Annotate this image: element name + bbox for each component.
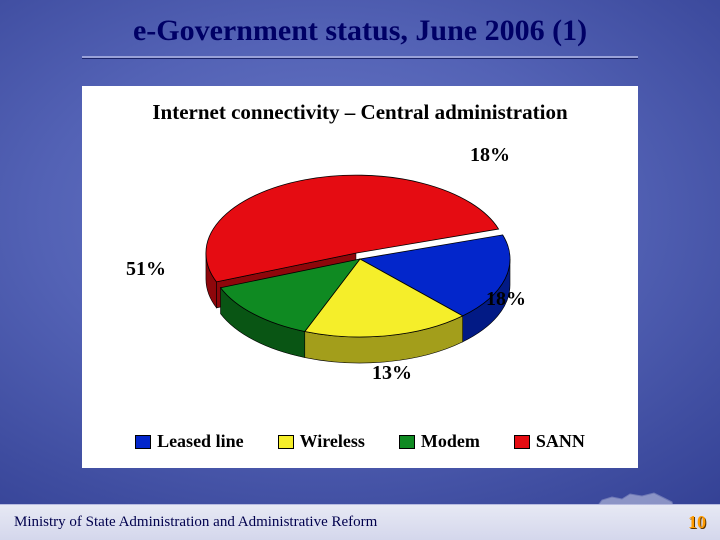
footer-text: Ministry of State Administration and Adm… [14,514,377,531]
legend-swatch [135,435,151,449]
page-number: 10 [688,512,706,533]
legend-swatch [514,435,530,449]
slice-label-sann: 51% [126,258,166,281]
legend-item-wireless: Wireless [278,431,365,452]
chart-panel: Internet connectivity – Central administ… [82,86,638,468]
chart-subtitle: Internet connectivity – Central administ… [82,100,638,125]
legend-swatch [278,435,294,449]
legend-item-modem: Modem [399,431,480,452]
legend-label: Leased line [157,431,244,452]
slice-label-modem: 13% [372,362,412,385]
slide-title: e-Government status, June 2006 (1) [0,14,720,48]
pie-area: 18% 18% 13% 51% [82,130,638,418]
slice-label-wireless: 18% [486,288,526,311]
legend-item-sann: SANN [514,431,585,452]
legend-label: Modem [421,431,480,452]
title-underline [82,56,638,59]
chart-legend: Leased line Wireless Modem SANN [82,431,638,452]
pie-chart [140,139,580,409]
legend-label: Wireless [300,431,365,452]
legend-item-leased-line: Leased line [135,431,244,452]
legend-label: SANN [536,431,585,452]
slide: e-Government status, June 2006 (1) Inter… [0,0,720,540]
slide-footer: Ministry of State Administration and Adm… [0,504,720,540]
slice-label-leased-line: 18% [470,144,510,167]
legend-swatch [399,435,415,449]
